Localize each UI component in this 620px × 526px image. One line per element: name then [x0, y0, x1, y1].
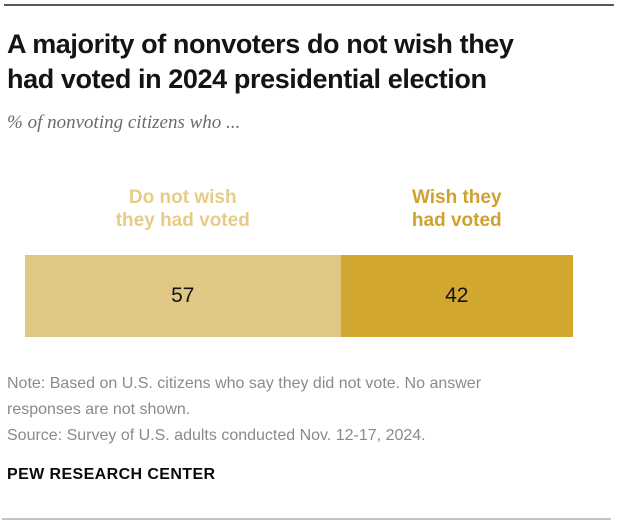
- bar-segment-labels: Do not wish they had voted Wish they had…: [25, 186, 573, 232]
- source-line: Source: Survey of U.S. adults conducted …: [7, 427, 426, 444]
- top-divider: [4, 4, 614, 6]
- segment-label-line: had voted: [411, 210, 502, 231]
- note-text: Note: Based on U.S. citizens who say the…: [7, 371, 481, 449]
- stacked-bar: 57 42: [25, 255, 573, 337]
- chart-title-line-2: had voted in 2024 presidential election: [7, 64, 487, 94]
- segment-label-do-not-wish: Do not wish they had voted: [25, 186, 341, 232]
- bottom-divider: [2, 518, 611, 520]
- bar-value-do-not-wish: 57: [171, 284, 195, 307]
- segment-label-line: Do not wish: [128, 187, 237, 208]
- note-line-2: responses are not shown.: [7, 401, 191, 418]
- bar-segment-do-not-wish: 57: [25, 255, 341, 337]
- segment-label-wish: Wish they had voted: [341, 186, 573, 232]
- brand-wordmark: PEW RESEARCH CENTER: [7, 466, 216, 483]
- note-line-1: Note: Based on U.S. citizens who say the…: [7, 375, 482, 392]
- chart-subtitle: % of nonvoting citizens who ...: [7, 112, 241, 133]
- chart-title: A majority of nonvoters do not wish they…: [7, 27, 613, 97]
- segment-label-line: they had voted: [115, 210, 250, 231]
- chart-title-line-1: A majority of nonvoters do not wish they: [7, 29, 514, 59]
- bar-value-wish: 42: [445, 284, 469, 307]
- segment-label-line: Wish they: [411, 187, 502, 208]
- bar-segment-wish: 42: [340, 255, 573, 337]
